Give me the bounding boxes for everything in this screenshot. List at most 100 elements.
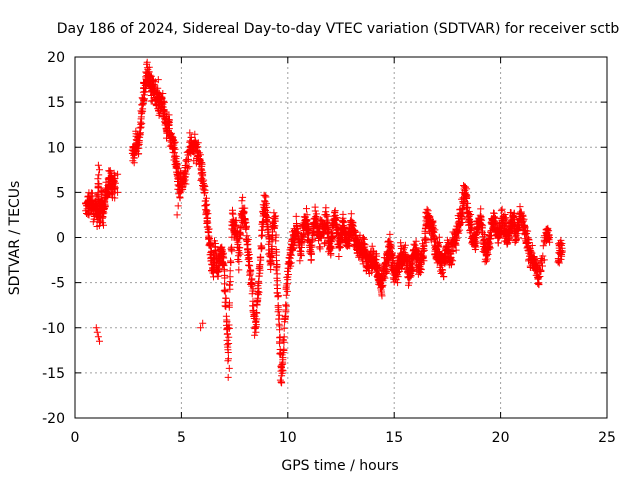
data-point	[272, 237, 280, 245]
data-point	[473, 239, 481, 247]
data-point	[406, 273, 414, 281]
data-point	[485, 243, 493, 251]
data-point	[114, 170, 122, 178]
data-point	[326, 227, 334, 235]
data-point	[220, 265, 228, 273]
data-point	[160, 97, 168, 105]
y-tick-label: 10	[47, 140, 65, 156]
data-point	[98, 214, 106, 222]
data-point	[316, 245, 324, 253]
data-point	[477, 205, 485, 213]
data-point	[252, 328, 260, 336]
data-point	[349, 218, 357, 226]
data-point	[201, 183, 209, 190]
data-point	[171, 138, 179, 146]
data-point	[322, 211, 330, 218]
data-point	[333, 214, 341, 222]
data-point	[505, 235, 513, 243]
x-tick-label: 20	[492, 430, 510, 446]
data-point	[256, 261, 264, 269]
data-point	[309, 235, 316, 243]
data-point	[546, 234, 553, 241]
data-point	[270, 224, 278, 232]
data-point	[436, 239, 444, 246]
y-tick-labels: -20 -15 -10 -5 0 5 10 15 20	[42, 50, 65, 427]
data-point	[227, 258, 235, 266]
data-point	[352, 232, 360, 240]
data-point	[236, 244, 244, 252]
x-tick-label: 15	[385, 430, 403, 446]
data-point	[253, 315, 261, 323]
data-point	[225, 364, 233, 372]
data-point	[401, 241, 409, 249]
data-point	[557, 236, 565, 244]
data-point	[174, 165, 182, 173]
data-point	[327, 251, 335, 259]
data-point	[191, 130, 199, 138]
data-point	[84, 193, 92, 201]
data-point	[394, 279, 402, 287]
data-point	[497, 207, 505, 215]
data-point	[205, 225, 213, 233]
data-point	[311, 203, 319, 211]
data-point	[339, 210, 347, 218]
data-point	[280, 347, 288, 354]
data-point	[276, 376, 284, 384]
data-point	[160, 98, 168, 106]
data-point	[272, 231, 280, 239]
data-point	[180, 179, 188, 187]
data-point	[234, 238, 242, 246]
y-axis-label: SDTVAR / TECUs	[7, 181, 23, 296]
data-point	[246, 262, 254, 270]
data-point	[240, 208, 248, 216]
data-point	[380, 273, 388, 281]
data-point	[221, 274, 229, 282]
data-point	[201, 189, 209, 196]
data-point	[325, 226, 333, 234]
data-point	[297, 252, 305, 260]
data-point	[515, 221, 522, 229]
data-point	[235, 266, 243, 274]
data-point	[138, 108, 146, 116]
data-point	[484, 251, 492, 258]
data-point	[376, 264, 384, 272]
data-point	[220, 254, 228, 262]
data-point	[280, 333, 288, 341]
data-point	[517, 208, 525, 216]
data-point	[347, 210, 355, 218]
data-point	[516, 203, 524, 211]
data-point	[292, 212, 300, 220]
data-point	[519, 211, 527, 219]
data-point	[409, 261, 416, 269]
data-point	[147, 72, 155, 80]
data-point	[322, 204, 330, 212]
data-point	[273, 248, 281, 256]
data-point	[244, 236, 252, 243]
data-point	[439, 266, 447, 274]
data-point	[222, 294, 230, 302]
data-point	[287, 262, 295, 270]
data-point	[255, 279, 263, 287]
data-point	[222, 303, 230, 311]
data-point	[558, 247, 566, 255]
data-point	[534, 265, 542, 273]
data-point	[226, 278, 234, 286]
data-point	[465, 212, 473, 220]
data-point	[463, 192, 471, 200]
x-tick-label: 5	[177, 430, 186, 446]
data-point	[251, 331, 259, 339]
data-point	[194, 139, 202, 147]
data-point	[150, 77, 157, 85]
data-point	[262, 193, 270, 201]
data-point	[221, 280, 228, 288]
data-point	[224, 373, 232, 381]
data-point	[282, 291, 290, 299]
data-point	[332, 215, 339, 223]
data-point	[467, 211, 475, 218]
data-point	[226, 299, 233, 307]
data-point	[498, 205, 506, 213]
y-tick-label: -5	[51, 276, 65, 292]
data-point	[500, 215, 508, 223]
data-point	[440, 273, 448, 280]
chart-title: Day 186 of 2024, Sidereal Day-to-day VTE…	[57, 21, 620, 37]
